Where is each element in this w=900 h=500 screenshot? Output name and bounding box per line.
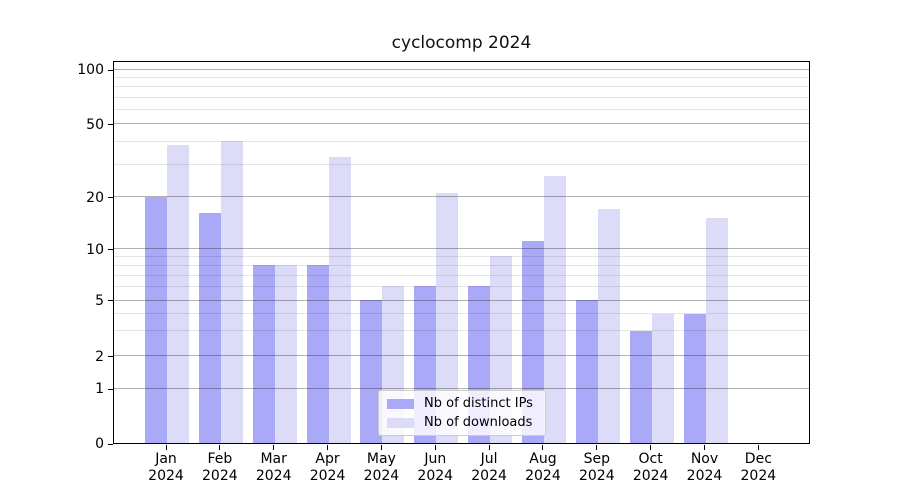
y-axis-tick [108,300,113,302]
y-axis-tick [108,197,113,198]
bar-nb-of-distinct-ips [575,300,598,443]
x-axis-tick [704,445,705,450]
y-axis-tick [108,69,113,71]
minor-gridline [114,86,809,88]
plot-area [113,61,810,444]
y-axis-tick [108,249,113,250]
major-gridline [114,68,809,70]
x-axis-tick [380,445,382,450]
legend-swatch [387,417,414,428]
bar-nb-of-distinct-ips [198,213,221,443]
major-gridline [114,355,809,357]
minor-gridline [114,108,809,110]
bar-nb-of-distinct-ips [629,330,652,443]
y-axis-tick-label: 2 [95,348,104,365]
bar-nb-of-distinct-ips [683,313,706,443]
bar-nb-of-downloads [220,141,243,443]
x-axis-tick-label: Oct 2024 [632,451,669,484]
x-axis-tick-label: Jan 2024 [148,451,184,484]
y-axis-tick-label: 100 [77,62,104,78]
major-gridline [114,248,809,250]
bar-nb-of-downloads [167,145,189,443]
y-axis-tick [108,388,113,390]
x-axis-tick-label: May 2024 [363,451,400,484]
x-axis-tick [434,445,436,450]
minor-gridline [114,274,809,276]
x-axis-tick-label: Mar 2024 [255,451,292,484]
bar-nb-of-downloads [705,218,728,443]
x-axis-tick [596,445,598,450]
x-axis-tick-label: Dec 2024 [740,451,777,484]
minor-gridline [114,285,809,287]
y-axis-tick-label: 5 [95,292,104,309]
minor-gridline [114,264,809,266]
y-axis-tick-label: 10 [86,241,104,258]
x-axis-tick [757,445,759,450]
bar-nb-of-distinct-ips [360,300,383,443]
bar-nb-of-downloads [436,192,459,443]
minor-gridline [114,96,809,98]
minor-gridline [114,255,809,257]
major-gridline [114,123,809,125]
legend-label: Nb of distinct IPs [424,396,533,411]
minor-gridline [114,330,809,332]
minor-gridline [114,76,809,78]
legend-label: Nb of downloads [424,415,533,430]
y-axis-tick-label: 20 [86,189,104,206]
bar-nb-of-downloads [328,156,351,443]
x-axis-tick-label: Sep 2024 [578,451,615,484]
bar-nb-of-distinct-ips [252,265,275,443]
y-axis-tick [108,356,113,358]
legend-entry: Nb of downloads [387,415,537,430]
bar-nb-of-downloads [543,175,566,443]
legend-entry: Nb of distinct IPs [387,396,537,411]
major-gridline [114,196,809,198]
y-axis-tick-label: 1 [95,381,104,397]
bar-nb-of-downloads [274,265,297,443]
x-axis-tick-label: Apr 2024 [309,451,346,484]
x-axis-tick [650,445,652,450]
minor-gridline [114,163,809,165]
chart-title: cyclocomp 2024 [391,33,532,53]
x-axis-tick [542,445,544,450]
minor-gridline [114,140,809,142]
x-axis-tick [219,445,221,450]
x-axis-tick-label: Feb 2024 [202,451,238,484]
legend: Nb of distinct IPs Nb of downloads [378,390,546,436]
y-axis-tick-label: 50 [86,116,104,133]
major-gridline [114,387,809,389]
x-axis-tick-label: Jul 2024 [471,451,507,484]
y-axis-tick [108,443,113,445]
x-axis-tick [273,445,275,450]
major-gridline [114,299,809,301]
x-axis-tick-label: Jun 2024 [417,451,454,484]
bar-nb-of-distinct-ips [306,265,329,443]
minor-gridline [114,313,809,315]
y-axis-tick [108,124,113,125]
bar-nb-of-distinct-ips [145,196,167,443]
legend-swatch [387,398,414,409]
x-axis-tick-label: Nov 2024 [686,451,723,484]
bar-nb-of-downloads [597,208,620,443]
x-axis-tick [327,445,329,450]
y-axis-tick-label: 0 [95,436,104,452]
bar-nb-of-downloads [651,313,674,443]
x-axis-tick [165,445,167,450]
x-axis-tick-label: Aug 2024 [525,451,561,484]
x-axis-tick [488,445,490,450]
